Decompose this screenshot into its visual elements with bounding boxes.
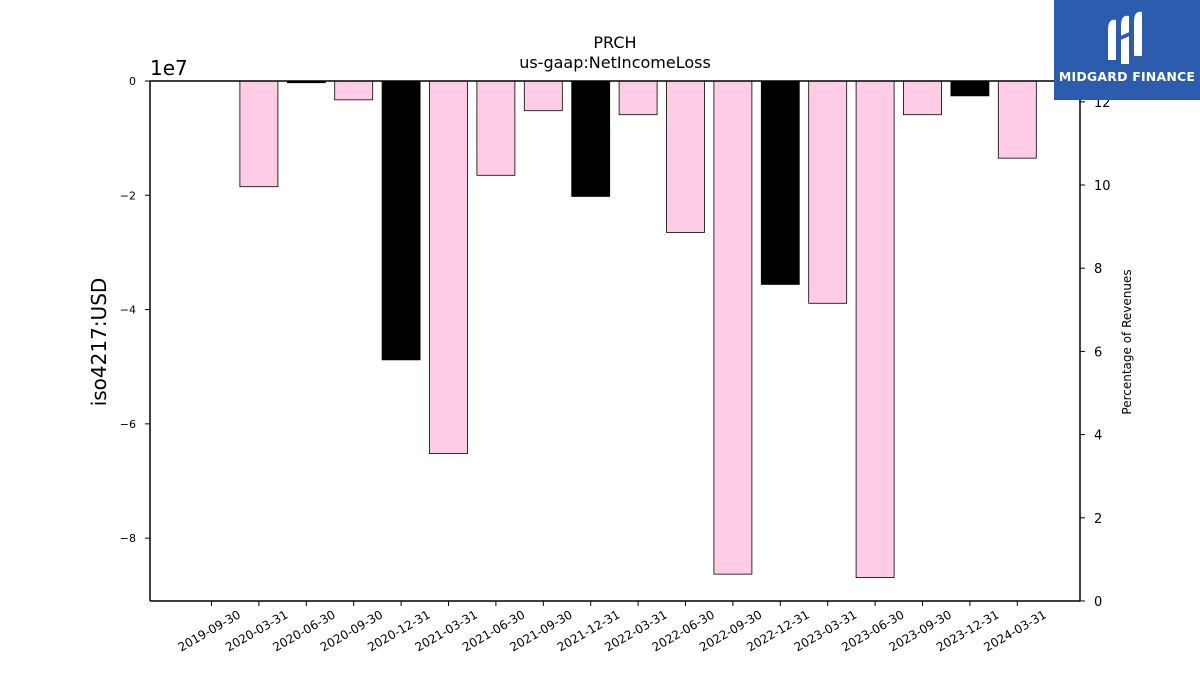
logo: MIDGARD FINANCE bbox=[1054, 0, 1200, 100]
y-tick-label: −6 bbox=[120, 418, 136, 431]
bar-2020-12-31 bbox=[381, 80, 421, 361]
bar-2022-09-30 bbox=[713, 80, 753, 575]
bar-2022-06-30 bbox=[666, 80, 705, 233]
y2-axis-label: Percentage of Revenues bbox=[1120, 269, 1134, 414]
bar-2021-03-31 bbox=[429, 80, 468, 454]
bar-2022-03-31 bbox=[618, 80, 658, 116]
bar-2022-12-31 bbox=[760, 80, 800, 285]
y-tick-label: −2 bbox=[120, 189, 136, 202]
y2-tick-label: 8 bbox=[1094, 262, 1102, 277]
y2-tick-label: 6 bbox=[1094, 345, 1102, 360]
chart-title: PRCH bbox=[593, 33, 636, 52]
y2-tick-label: 4 bbox=[1094, 429, 1102, 444]
bar-2023-03-31 bbox=[808, 80, 848, 304]
chart-subtitle: us-gaap:NetIncomeLoss bbox=[519, 53, 711, 72]
bar-2021-12-31 bbox=[571, 80, 611, 197]
y-tick-label: −4 bbox=[120, 304, 136, 317]
bar-2024-03-31 bbox=[997, 80, 1037, 159]
bar-2023-06-30 bbox=[855, 80, 895, 578]
midgard-logo-icon bbox=[1108, 11, 1142, 64]
y-axis-label: iso4217:USD bbox=[87, 278, 111, 407]
bar-2021-09-30 bbox=[523, 80, 563, 112]
y-tick-label: −8 bbox=[120, 532, 136, 545]
bar-2020-03-31 bbox=[239, 80, 279, 188]
bar-2021-06-30 bbox=[476, 80, 516, 176]
y2-tick-label: 10 bbox=[1094, 179, 1111, 194]
y2-tick-label: 2 bbox=[1094, 512, 1102, 527]
y-tick-label: 0 bbox=[129, 75, 136, 88]
bar-2023-12-31 bbox=[950, 80, 990, 97]
bar-2020-09-30 bbox=[334, 80, 374, 101]
logo-text: MIDGARD FINANCE bbox=[1058, 69, 1196, 84]
y-scale-label: 1e7 bbox=[150, 56, 188, 80]
bar-2023-09-30 bbox=[903, 80, 942, 116]
y2-tick-label: 0 bbox=[1094, 595, 1102, 610]
